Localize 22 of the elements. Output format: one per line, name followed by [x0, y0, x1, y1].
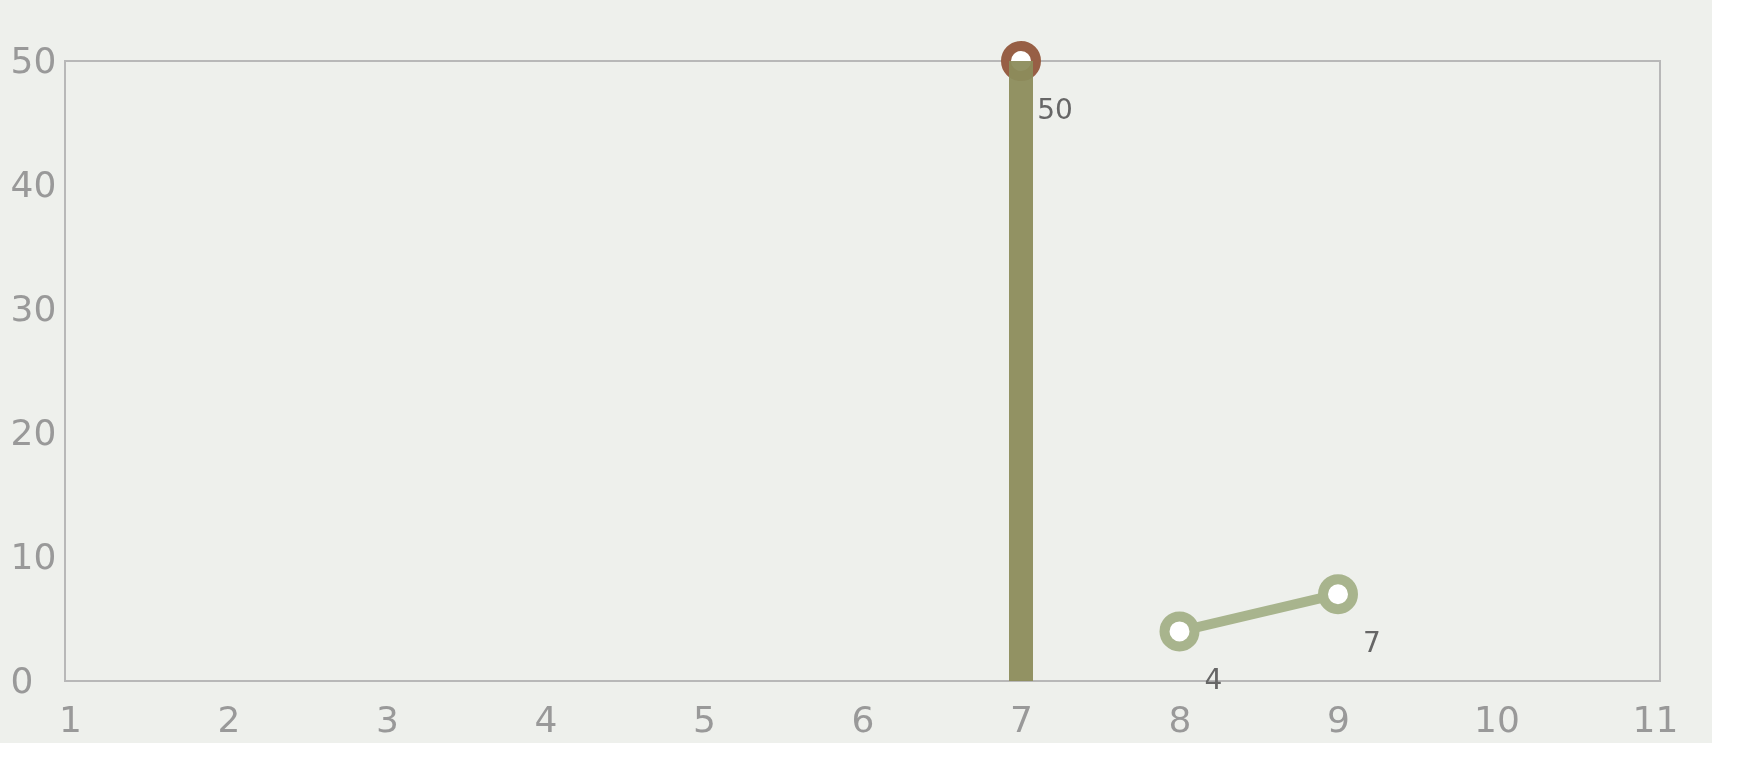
x-tick-label: 11 [1632, 698, 1679, 740]
data-label: 4 [1204, 663, 1223, 697]
y-tick-label: 10 [10, 535, 57, 577]
x-tick-label: 4 [534, 698, 558, 740]
x-tick-label: 10 [1474, 698, 1520, 740]
y-tick-label: 0 [10, 659, 34, 701]
x-tick-label: 8 [1168, 698, 1192, 740]
y-tick-label: 20 [10, 411, 57, 453]
y-tick-label: 30 [10, 287, 57, 329]
data-label: 50 [1037, 93, 1073, 126]
data-label: 7 [1363, 626, 1381, 660]
point [1159, 611, 1200, 652]
x-tick-label: 9 [1327, 698, 1350, 740]
x-tick-label: 5 [693, 698, 716, 740]
x-tick-label: 2 [217, 698, 241, 740]
x-tick-label: 7 [1010, 698, 1033, 740]
y-tick-label: 40 [10, 163, 57, 205]
x-tick-label: 6 [851, 698, 875, 740]
y-tick-label: 50 [10, 39, 57, 81]
x-tick-label: 3 [376, 698, 399, 740]
point [1318, 574, 1358, 615]
x-tick-label: 1 [59, 698, 82, 740]
